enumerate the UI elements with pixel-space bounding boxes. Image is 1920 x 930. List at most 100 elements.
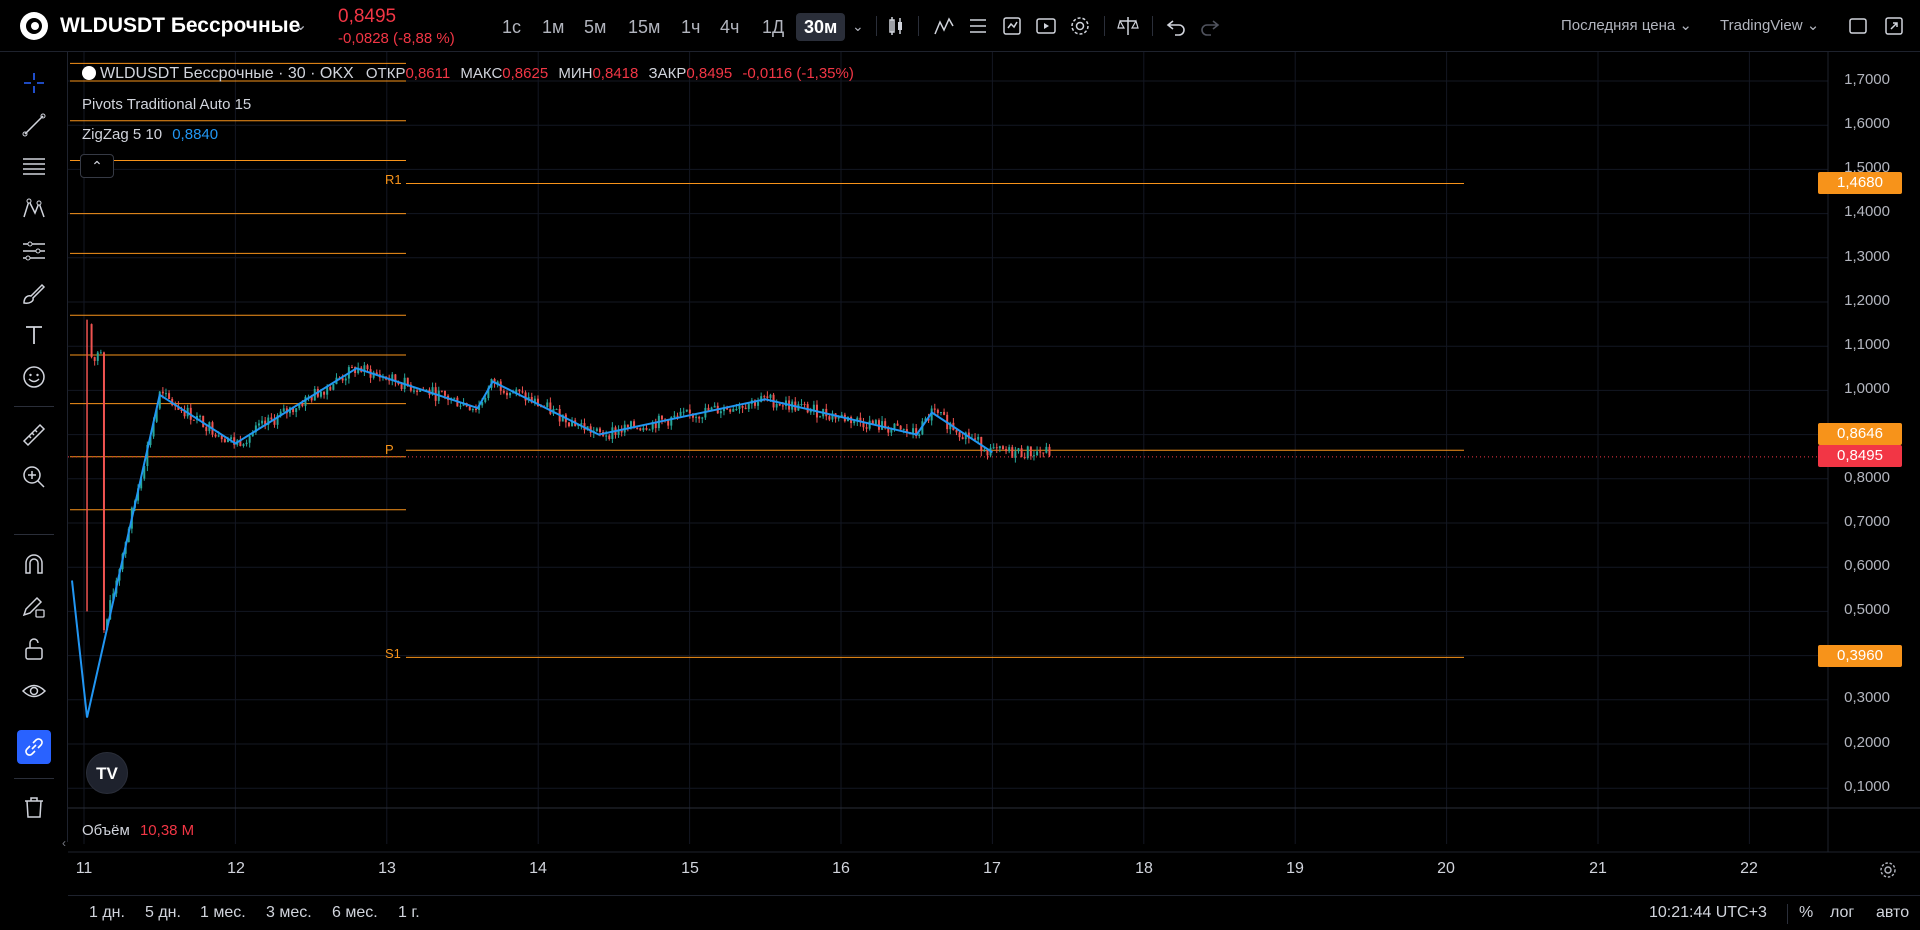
replay-icon[interactable] <box>1034 14 1058 38</box>
hide-drawings-tool[interactable] <box>17 674 51 708</box>
emoji-tool[interactable] <box>17 360 51 394</box>
candle-body <box>295 408 298 413</box>
range-5d[interactable]: 5 дн. <box>145 904 181 921</box>
zoom-tool[interactable] <box>17 460 51 494</box>
price-chart[interactable] <box>68 52 1920 930</box>
candle-body <box>757 401 760 406</box>
zigzag-label: ZigZag 5 10 <box>82 126 163 143</box>
range-1y[interactable]: 1 г. <box>398 904 420 921</box>
range-1m[interactable]: 1 мес. <box>200 904 246 921</box>
candle-body <box>729 409 732 412</box>
fullscreen-icon[interactable] <box>1846 14 1870 38</box>
templates-icon[interactable] <box>966 14 990 38</box>
divider <box>1152 16 1153 36</box>
trend-line-tool[interactable] <box>17 108 51 142</box>
candle-body <box>251 432 254 437</box>
ruler-icon <box>22 423 46 447</box>
gear-icon[interactable] <box>1068 14 1092 38</box>
percent-toggle[interactable]: % <box>1799 904 1814 921</box>
magnet-tool[interactable] <box>17 548 51 582</box>
pattern-tool[interactable] <box>17 192 51 226</box>
symbol-legend[interactable]: WLDUSDT Бессрочные · 30 · OKX ОТКР0,8611… <box>82 65 854 83</box>
close-label: ЗАКР <box>648 65 687 82</box>
sidebar-collapse-icon[interactable]: ‹ <box>62 836 66 850</box>
range-3m[interactable]: 3 мес. <box>266 904 312 921</box>
range-6m[interactable]: 6 мес. <box>332 904 378 921</box>
broker-select[interactable]: TradingView ⌄ <box>1720 17 1820 34</box>
candle-body <box>685 409 688 412</box>
fib-tool[interactable] <box>17 150 51 184</box>
legend-collapse-button[interactable]: ⌃ <box>80 154 114 178</box>
candle-body <box>1023 456 1026 459</box>
timeframe-4h[interactable]: 4ч <box>720 17 740 37</box>
candle-body <box>304 396 307 407</box>
snapshot-icon[interactable] <box>1882 14 1906 38</box>
last-price: 0,8495 <box>338 6 397 27</box>
timeframe-1d[interactable]: 1Д <box>762 17 785 37</box>
timeframe-1m[interactable]: 1м <box>542 17 565 37</box>
lock-drawings-tool[interactable] <box>17 632 51 666</box>
sync-drawings-tool[interactable] <box>17 730 51 764</box>
candle-type-icon[interactable] <box>884 14 908 38</box>
alert-icon[interactable] <box>1000 14 1024 38</box>
chevron-down-icon[interactable]: ⌄ <box>294 17 308 34</box>
candle-body <box>487 387 490 399</box>
forecast-tool[interactable] <box>17 234 51 268</box>
price-tick: 1,1000 <box>1844 336 1890 353</box>
ruler-tool[interactable] <box>17 418 51 452</box>
crosshair-tool[interactable] <box>17 66 51 100</box>
timeframe-1h[interactable]: 1ч <box>681 17 701 37</box>
delete-tool[interactable] <box>17 790 51 824</box>
smiley-icon <box>23 366 45 388</box>
r1-price-tag: 1,4680 <box>1818 172 1902 194</box>
auto-toggle[interactable]: авто <box>1876 904 1910 921</box>
candle-body <box>884 421 887 429</box>
magnet-icon <box>25 554 43 574</box>
time-tick: 17 <box>983 860 1001 877</box>
timeframe-30m[interactable]: 30м <box>796 13 846 41</box>
compare-scale-icon[interactable] <box>1116 14 1140 38</box>
candle-body <box>282 408 285 412</box>
candle-body <box>298 403 301 409</box>
candle-body <box>199 415 202 417</box>
redo-icon[interactable] <box>1198 14 1222 38</box>
text-tool[interactable] <box>17 318 51 352</box>
s1-price-tag: 0,3960 <box>1818 645 1902 667</box>
indicators-icon[interactable] <box>932 14 956 38</box>
volume-label: Объём <box>82 822 130 839</box>
candle-body <box>642 428 645 431</box>
price-type-select[interactable]: Последняя цена ⌄ <box>1561 17 1692 34</box>
chart-area[interactable]: WLDUSDT Бессрочные · 30 · OKX ОТКР0,8611… <box>68 52 1920 930</box>
clock[interactable]: 10:21:44 UTC+3 <box>1649 904 1767 921</box>
candle-body <box>502 390 505 393</box>
price-tick: 0,1000 <box>1844 778 1890 795</box>
candle-body <box>276 415 279 425</box>
log-toggle[interactable]: лог <box>1830 904 1855 921</box>
brush-tool[interactable] <box>17 276 51 310</box>
chevron-down-icon[interactable]: ⌄ <box>852 18 864 34</box>
pivots-legend[interactable]: Pivots Traditional Auto 15 <box>82 96 252 113</box>
candle-body <box>722 407 725 412</box>
candle-body <box>769 394 772 398</box>
candle-body <box>515 389 518 393</box>
zigzag-legend[interactable]: ZigZag 5 10 0,8840 <box>82 126 218 143</box>
timeframe-1s[interactable]: 1с <box>502 17 522 37</box>
timeframe-15m[interactable]: 15м <box>628 17 661 37</box>
axis-settings-icon[interactable] <box>1878 860 1898 880</box>
tradingview-logo[interactable]: TV <box>86 752 128 794</box>
time-tick: 12 <box>227 860 245 877</box>
volume-legend[interactable]: Объём 10,38 M <box>82 822 194 839</box>
symbol-name[interactable]: WLDUSDT Бессрочные <box>60 14 301 37</box>
keep-drawing-tool[interactable] <box>17 590 51 624</box>
timeframe-5m[interactable]: 5м <box>584 17 607 37</box>
undo-icon[interactable] <box>1164 14 1188 38</box>
candle-body <box>96 352 99 361</box>
candle-body <box>744 407 747 409</box>
candle-body <box>936 409 939 413</box>
crosshair-icon <box>24 73 44 93</box>
candle-body <box>595 428 598 432</box>
candle-body <box>509 392 512 396</box>
candle-body <box>741 406 744 408</box>
low-label: МИН <box>558 65 593 82</box>
range-1d[interactable]: 1 дн. <box>89 904 125 921</box>
